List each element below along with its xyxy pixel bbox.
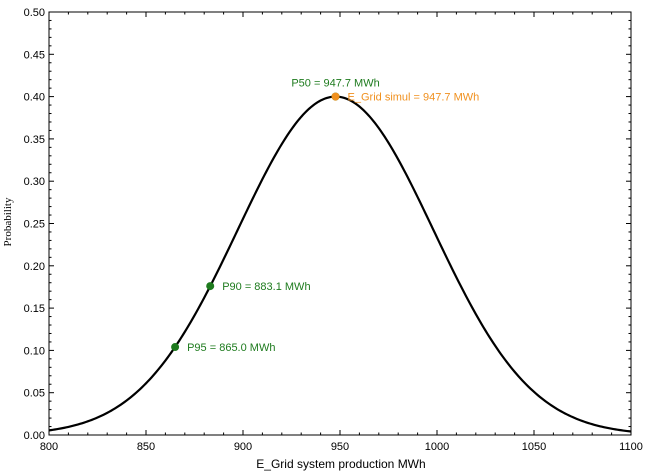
point-marker (331, 92, 340, 101)
point-label: E_Grid simul = 947.7 MWh (348, 92, 480, 104)
y-tick-label: 0.25 (24, 219, 45, 231)
y-tick-label: 0.00 (24, 430, 45, 442)
x-axis-title: E_Grid system production MWh (256, 457, 425, 471)
x-tick-label: 950 (331, 441, 349, 453)
x-tick-label: 1050 (522, 441, 546, 453)
x-tick-label: 1000 (425, 441, 449, 453)
x-tick-label: 1100 (619, 441, 643, 453)
y-tick-label: 0.35 (24, 134, 45, 146)
chart-marks: P50 = 947.7 MWh E_Grid simul = 947.7 MWh P… (48, 78, 632, 433)
point-marker (171, 343, 180, 352)
point-label: P90 = 883.1 MWh (222, 281, 310, 293)
y-tick-label: 0.20 (24, 261, 45, 273)
y-tick-label: 0.30 (24, 176, 45, 188)
axes: 800 850 900 950 1000 1050 1100 0.00 0.05 0.10 0.15… (24, 7, 643, 453)
point-label: P50 = 947.7 MWh (291, 78, 379, 90)
x-tick-label: 800 (40, 441, 58, 453)
y-tick-label: 0.50 (24, 7, 45, 19)
y-tick-label: 0.45 (24, 49, 45, 61)
x-tick-label: 900 (234, 441, 252, 453)
x-tick-label: 850 (137, 441, 155, 453)
point-label: P95 = 865.0 MWh (187, 342, 275, 354)
y-tick-label: 0.05 (24, 388, 45, 400)
y-tick-label: 0.10 (24, 345, 45, 357)
plot-frame (48, 11, 632, 436)
point-marker (206, 282, 215, 291)
distribution-curve (48, 95, 632, 433)
y-tick-label: 0.40 (24, 92, 45, 104)
y-tick-label: 0.15 (24, 303, 45, 315)
y-axis-title: Probability (2, 197, 14, 246)
plot-area (48, 11, 632, 436)
